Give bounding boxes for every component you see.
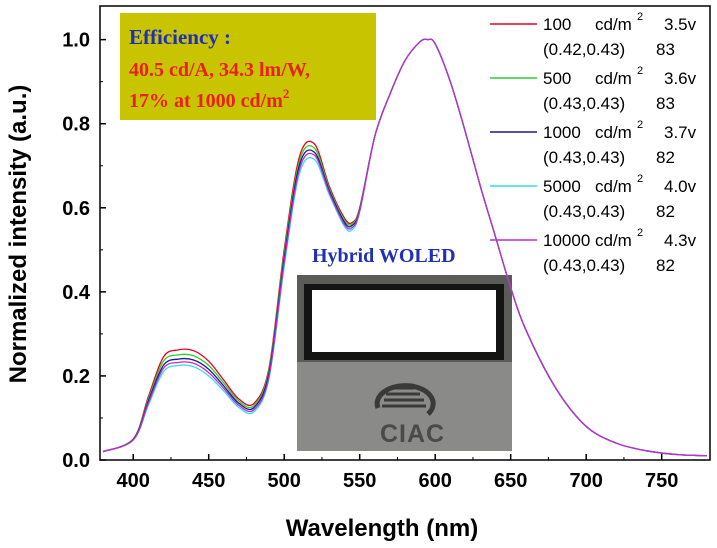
axis-ticks: 400 450 500 550 600 650 700 750 0.0 0.2 0.4 0.6 0.8 1… [62,30,678,492]
x-tick-label: 450 [192,470,225,492]
x-tick-label: 400 [117,470,150,492]
legend-unit-sup: 2 [637,227,643,239]
ciac-logo-stripes [382,386,426,408]
legend-unit: cd/m [595,69,632,88]
legend-cie: (0.42,0.43) [543,40,625,59]
x-tick-label: 550 [343,470,376,492]
y-tick-label: 1.0 [62,30,90,52]
ciac-logo-text: CIAC [380,420,445,448]
x-tick-label: 750 [645,470,678,492]
legend-voltage: 4.0v [664,177,697,196]
y-tick-label: 0.2 [62,366,90,388]
y-axis-title: Normalized intensity (a.u.) [5,85,32,384]
legend-cri: 82 [656,148,675,167]
legend-unit: cd/m [595,123,632,142]
x-tick-label: 500 [268,470,301,492]
y-tick-label: 0.4 [62,282,91,304]
legend-voltage: 3.6v [664,69,697,88]
legend-unit: cd/m [595,231,632,250]
legend-voltage: 3.5v [664,15,697,34]
spectrum-curves [102,38,708,457]
legend-luminance: 1000 [543,123,581,142]
y-tick-label: 0.8 [62,114,90,136]
x-axis-title: Wavelength (nm) [286,515,478,542]
legend-unit-sup: 2 [637,65,643,77]
legend-cri: 83 [656,40,675,59]
series-line-5 [102,38,708,457]
legend-cie: (0.43,0.43) [543,256,625,275]
legend-luminance: 500 [543,69,571,88]
efficiency-line-2: 17% at 1000 cd/m2 [129,86,289,112]
ciac-logo-arc [374,383,436,416]
hybrid-woled-label: Hybrid WOLED [312,245,456,267]
x-tick-label: 700 [570,470,603,492]
legend-unit: cd/m [595,177,632,196]
plot-frame [99,5,711,461]
efficiency-box [120,13,376,120]
legend-unit-sup: 2 [637,11,643,23]
legend-cri: 82 [656,256,675,275]
y-tick-label: 0.0 [62,450,90,472]
legend-unit-sup: 2 [637,119,643,131]
legend-voltage: 3.7v [664,123,697,142]
woled-photo: CIAC [297,275,512,451]
legend-luminance: 10000 [543,231,590,250]
legend-voltage: 4.3v [664,231,697,250]
legend-cie: (0.43,0.43) [543,202,625,221]
efficiency-annotation: Efficiency : 40.5 cd/A, 34.3 lm/W, 17% a… [120,13,376,120]
efficiency-heading: Efficiency : [129,25,231,49]
legend-cie: (0.43,0.43) [543,148,625,167]
legend-unit-sup: 2 [637,173,643,185]
legend-luminance: 100 [543,15,571,34]
woled-emitting-area [312,290,496,352]
y-tick-label: 0.6 [62,198,90,220]
legend-cie: (0.43,0.43) [543,94,625,113]
legend-luminance: 5000 [543,177,581,196]
efficiency-line-1: 40.5 cd/A, 34.3 lm/W, [129,59,310,81]
legend-cri: 82 [656,202,675,221]
legend: 100 cd/m 2 3.5v (0.42,0.43) 83 500 cd/m 2 3.6v (0.… [490,11,697,275]
legend-cri: 83 [656,94,675,113]
ciac-logo: CIAC [374,383,445,448]
legend-unit: cd/m [595,15,632,34]
x-tick-label: 600 [419,470,452,492]
x-tick-label: 650 [494,470,527,492]
